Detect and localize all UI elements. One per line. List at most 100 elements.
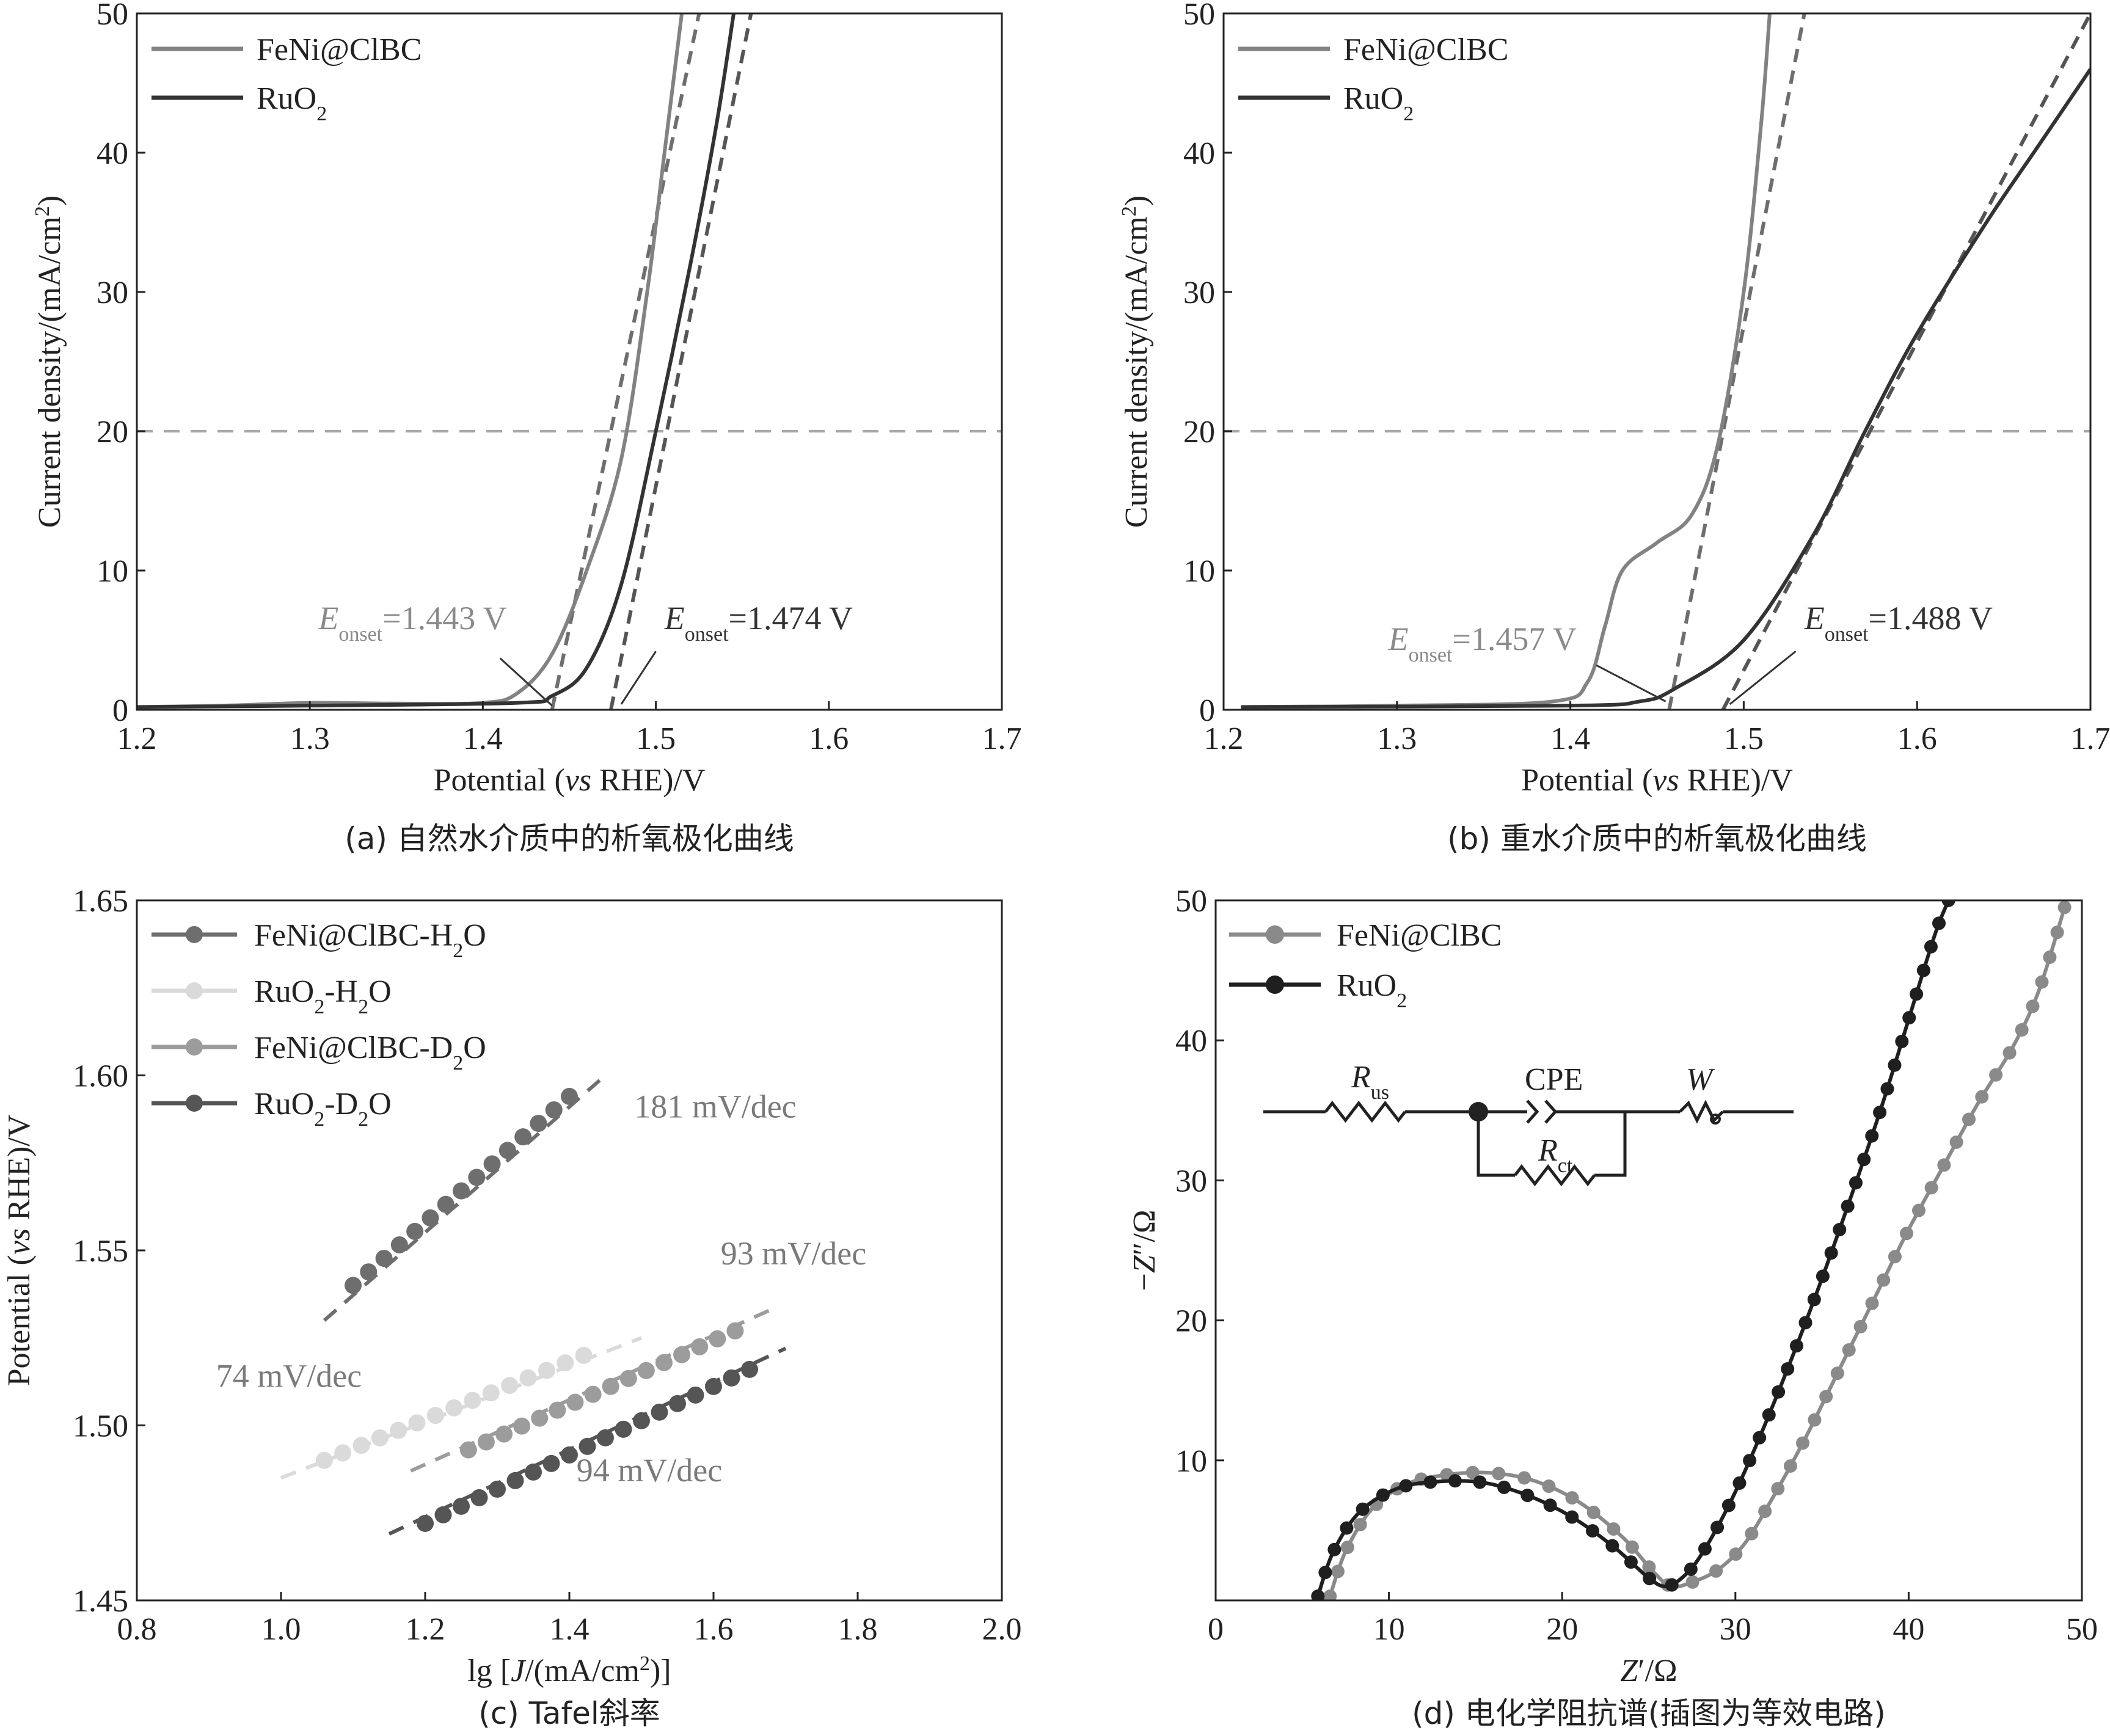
data-point [538,1362,555,1379]
y-tick-label: 30 [1183,275,1215,310]
text-span: 20 [1175,1304,1207,1339]
text-span: E [664,600,685,636]
data-point [1798,1316,1812,1330]
data-point [1565,1510,1579,1524]
x-tick-label: 1.3 [1377,721,1417,756]
tafel-slope-label: 94 mV/dec [577,1452,722,1489]
data-point [470,1489,488,1506]
data-point [723,1369,740,1387]
data-point [1857,1153,1871,1167]
tafel-slope-label: 74 mV/dec [216,1357,362,1394]
wire [1594,1112,1627,1177]
text-span: vs [1652,763,1679,798]
text-span: 2 [1118,206,1141,216]
text-span: onset [1825,622,1869,645]
y-tick-label: 50 [1183,0,1215,32]
x-tick-label: 1.6 [809,721,849,756]
text-span: 1.6 [694,1612,734,1647]
text-span: RHE)/V [2,1115,37,1228]
y-tick-label: 1.45 [73,1584,128,1619]
data-point [1877,1273,1891,1287]
text-span: 1.2 [117,721,157,756]
data-point [673,1346,691,1363]
data-point [1323,1589,1337,1600]
text-span: 2 [640,1652,650,1675]
data-point [371,1429,389,1446]
data-point [531,1409,549,1427]
text-span: 20 [1546,1612,1578,1647]
data-point [1520,1489,1535,1503]
text-span: 2 [31,206,54,216]
x-tick-label: 30 [1720,1612,1751,1647]
text-span: 0 [1199,693,1215,728]
text-span: =1.457 V [1452,621,1576,657]
data-point [1902,1011,1916,1025]
data-point [525,1463,542,1481]
data-point [501,1377,519,1395]
y-tick-label: 40 [97,136,128,171]
text-span: RuO [254,1087,314,1121]
text-span: 1.5 [1724,721,1764,756]
text-span: 1.45 [73,1584,128,1619]
text-span: 2.0 [982,1612,1022,1647]
text-span: (c) Tafel斜率 [478,1696,660,1731]
data-point [1989,1068,2003,1082]
text-span: /(mA/cm [525,1654,640,1688]
data-point [1865,1129,1879,1143]
x-axis-label: Potential (vs RHE)/V [1521,763,1793,798]
x-tick-label: 1.6 [1897,721,1937,756]
y-tick-label: 40 [1175,1024,1207,1059]
text-span: 1.4 [463,721,503,756]
data-point [1709,1564,1723,1578]
data-point [1941,900,1955,907]
text-span: -H [324,974,358,1009]
onset-label: Eonset=1.474 V [664,600,853,646]
x-tick-label: 1.0 [261,1612,301,1647]
data-point [561,1087,578,1105]
data-point [375,1250,393,1267]
text-span: 1.50 [73,1409,128,1444]
data-point [542,1454,560,1472]
data-point [1710,1520,1725,1534]
tangent-line [1667,13,1806,710]
x-tick-label: 1.2 [117,721,157,756]
data-point [1473,1475,1487,1489]
text-span: 2 [453,939,463,962]
data-point [1796,1436,1810,1450]
text-span: FeNi@ClBC [1337,918,1502,953]
text-span: =1.474 V [729,600,853,636]
text-span: 2 [316,103,327,125]
data-point [1808,1413,1822,1427]
text-span: Current density/(mA/cm [32,216,67,528]
data-point [1607,1522,1621,1536]
data-point [530,1115,547,1132]
data-point [506,1472,524,1489]
x-tick-label: 1.3 [290,721,330,756]
data-point [1819,1390,1833,1404]
data-point [1745,1526,1759,1541]
data-point [459,1441,477,1459]
panel-c: 0.8 1.0 1.2 1.4 1.6 1.8 2.0 1.45 1.50 1.55 1.60 1.6… [2,884,1022,1731]
legend-label: FeNi@ClBC-D2O [254,1030,486,1074]
data-point [1642,1560,1656,1574]
data-point [1910,987,1924,1001]
text-span: R [1538,1133,1558,1168]
text-span: 1.2 [406,1612,445,1647]
y-axis-label: Potential (vs RHE)/V [2,1115,37,1387]
warburg-element [1679,1100,1724,1124]
data-point [557,1354,574,1372]
data-point [1937,1158,1951,1172]
text-span: 2 [453,1052,463,1074]
data-point [315,1451,333,1469]
text-span: ″/Ω [1127,1210,1162,1256]
data-point [1721,1498,1736,1512]
data-point [1833,1222,1847,1236]
text-span: Z [1127,1255,1162,1273]
warburg-mark [1710,1114,1721,1125]
legend-marker [186,926,203,943]
data-point [1340,1541,1354,1555]
data-point [619,1369,637,1387]
y-tick-label: 10 [97,554,128,589]
data-point [408,1414,426,1432]
data-point [1340,1521,1354,1535]
